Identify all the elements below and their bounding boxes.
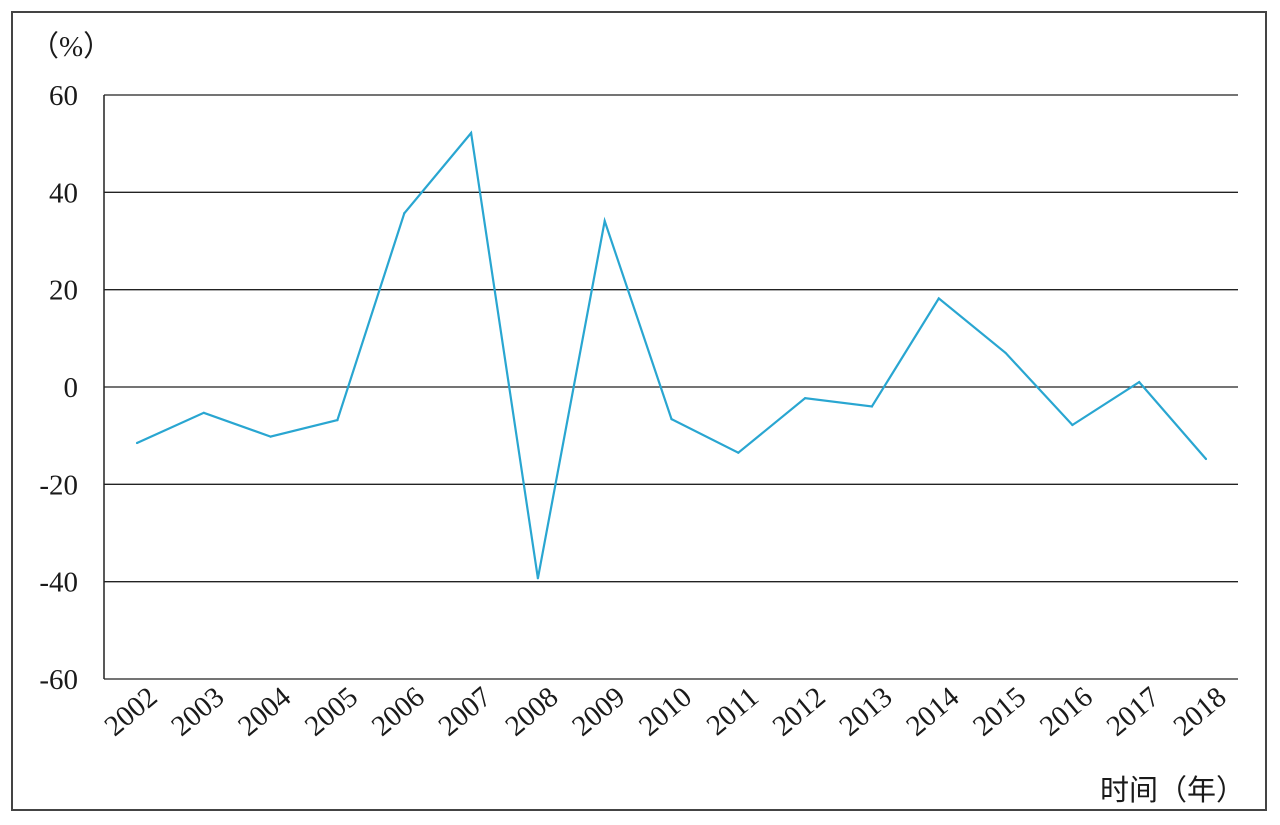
x-tick-label: 2007 [433, 681, 498, 743]
data-point [403, 212, 406, 215]
y-tick-label: 40 [49, 177, 78, 209]
x-tick-label: 2004 [232, 681, 297, 743]
x-tick-label: 2002 [98, 681, 163, 743]
data-point [737, 451, 740, 454]
y-tick-label: -60 [39, 664, 78, 696]
x-axis-title: 时间（年） [1100, 774, 1245, 807]
data-point [804, 397, 807, 400]
data-point [937, 297, 940, 300]
x-tick-label: 2008 [499, 681, 564, 743]
data-point [135, 441, 139, 445]
x-tick-label: 2013 [833, 681, 898, 743]
x-tick-label: 2018 [1167, 681, 1232, 743]
x-tick-labels: 2002 2003 2004 2005 2006 2007 2008 2009 2010 2011… [98, 681, 1232, 743]
data-point [202, 411, 205, 414]
series-line [136, 130, 1207, 579]
data-point [1204, 457, 1208, 461]
x-tick-label: 2010 [633, 681, 698, 743]
x-tick-label: 2012 [767, 681, 832, 743]
y-tick-label: 0 [64, 372, 79, 404]
x-tick-label: 2011 [701, 681, 765, 742]
y-tick-label: -20 [39, 469, 78, 501]
data-point [269, 435, 272, 438]
data-point [670, 418, 673, 421]
y-tick-label: 60 [49, 80, 78, 112]
data-point [870, 405, 874, 408]
x-tick-label: 2016 [1034, 681, 1099, 743]
gridlines [104, 94, 1238, 680]
data-point [1071, 423, 1074, 427]
x-tick-label: 2015 [967, 681, 1032, 743]
data-point [336, 418, 339, 422]
data-point [469, 131, 473, 135]
data-points [135, 131, 1208, 580]
y-axis-unit-label: （%） [30, 31, 112, 63]
x-tick-label: 2005 [299, 681, 364, 743]
data-point [536, 577, 539, 580]
y-tick-label: 20 [49, 275, 78, 307]
x-tick-label: 2009 [566, 681, 631, 743]
data-point [603, 219, 606, 223]
x-tick-label: 2014 [900, 681, 965, 743]
x-tick-label: 2003 [165, 681, 230, 743]
x-tick-label: 2006 [366, 681, 431, 743]
y-tick-label: -40 [39, 567, 78, 599]
data-point [1138, 381, 1141, 384]
x-tick-label: 2017 [1101, 681, 1166, 743]
y-tick-labels: 60 40 20 0 -20 -40 -60 [39, 80, 78, 696]
data-point [1004, 351, 1007, 355]
chart-frame [11, 11, 1267, 811]
